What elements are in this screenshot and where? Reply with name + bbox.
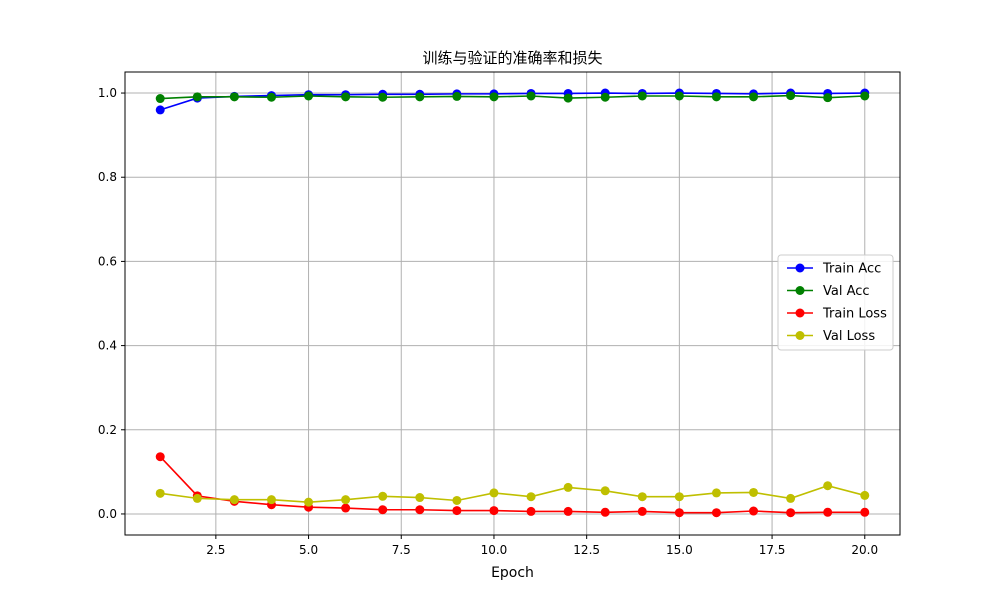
- x-tick-label: 7.5: [392, 543, 411, 557]
- data-point-val-loss: [266, 495, 276, 505]
- legend-swatch-marker: [795, 331, 805, 340]
- x-tick-label: 17.5: [759, 543, 786, 557]
- data-point-train-loss: [489, 506, 499, 516]
- legend-item-val-acc: Val Acc: [787, 284, 870, 299]
- data-point-val-acc: [600, 92, 610, 102]
- data-point-val-loss: [823, 481, 833, 491]
- legend-box: [777, 254, 894, 351]
- data-point-train-loss: [674, 508, 684, 518]
- series-train-loss: [155, 452, 870, 518]
- data-point-val-acc: [378, 92, 388, 102]
- data-point-train-loss: [823, 507, 833, 517]
- data-point-val-acc: [229, 92, 239, 102]
- y-tick-label: 0.8: [98, 170, 117, 184]
- series-line-val-acc: [160, 94, 865, 100]
- series-layer: [155, 88, 870, 518]
- data-point-val-loss: [711, 488, 721, 498]
- legend-item-val-loss: Val Loss: [787, 329, 875, 344]
- y-tick-label: 0.4: [98, 339, 117, 353]
- data-point-train-loss: [526, 506, 536, 516]
- data-point-val-loss: [229, 495, 239, 505]
- y-tick-label: 0.2: [98, 423, 117, 437]
- series-line-train-acc: [159, 92, 865, 111]
- series-line-val-loss: [160, 484, 865, 503]
- data-point-train-loss: [711, 508, 721, 518]
- chart-title: 训练与验证的准确率和损失: [422, 49, 602, 67]
- data-point-train-loss: [637, 506, 647, 516]
- legend-label: Val Acc: [823, 284, 870, 299]
- y-tick-label: 1.0: [98, 86, 117, 100]
- data-point-val-acc: [860, 91, 870, 101]
- data-point-train-loss: [563, 506, 573, 516]
- series-val-acc: [155, 91, 870, 104]
- series-line-train-loss: [159, 456, 865, 514]
- data-point-val-loss: [600, 486, 610, 496]
- data-point-val-acc: [563, 93, 573, 103]
- data-point-val-loss: [563, 482, 573, 492]
- legend-item-train-acc: Train Acc: [787, 262, 881, 277]
- legend-label: Train Loss: [822, 307, 887, 322]
- legend-label: Train Acc: [822, 262, 881, 277]
- data-point-val-acc: [526, 91, 536, 101]
- x-tick-label: 2.5: [206, 543, 225, 557]
- data-point-train-loss: [786, 508, 796, 518]
- data-point-val-acc: [489, 92, 499, 102]
- data-point-train-loss: [415, 505, 425, 515]
- legend-swatch-marker: [795, 286, 805, 295]
- data-point-val-acc: [823, 93, 833, 103]
- ticks-layer: 2.5 5.0 7.5 10.0 12.5 15.0 17.5 20.0 0.0 0.2 0.4 0.…: [98, 86, 878, 557]
- data-point-val-acc: [637, 91, 647, 101]
- data-point-val-loss: [452, 495, 462, 505]
- data-point-val-acc: [266, 92, 276, 102]
- y-tick-label: 0.6: [98, 254, 117, 268]
- data-point-val-loss: [489, 488, 499, 498]
- data-point-val-acc: [341, 92, 351, 102]
- data-point-val-acc: [711, 92, 721, 102]
- series-val-loss: [155, 481, 870, 507]
- data-point-train-loss: [749, 506, 759, 516]
- legend-label: Val Loss: [823, 329, 875, 344]
- legend: Train Acc Val Acc Train Loss Val Loss: [777, 254, 894, 351]
- data-point-val-acc: [786, 91, 796, 101]
- data-point-val-acc: [192, 92, 202, 102]
- x-tick-label: 5.0: [299, 543, 318, 557]
- x-tick-label: 12.5: [573, 543, 600, 557]
- data-point-val-loss: [192, 493, 202, 503]
- data-point-val-loss: [674, 492, 684, 502]
- data-point-val-loss: [786, 493, 796, 503]
- x-tick-label: 20.0: [851, 543, 878, 557]
- data-point-val-loss: [749, 487, 759, 497]
- data-point-train-acc: [155, 105, 165, 115]
- data-point-val-acc: [749, 92, 759, 102]
- data-point-train-loss: [341, 503, 351, 513]
- data-point-val-loss: [415, 493, 425, 503]
- data-point-val-acc: [304, 91, 314, 101]
- legend-swatch-marker: [795, 263, 805, 273]
- data-point-val-loss: [637, 492, 647, 502]
- data-point-val-loss: [378, 491, 388, 501]
- data-point-val-loss: [155, 488, 165, 498]
- data-point-train-loss: [600, 507, 610, 517]
- y-tick-label: 0.0: [98, 507, 117, 521]
- data-point-train-loss: [452, 506, 462, 516]
- legend-item-train-loss: Train Loss: [787, 307, 887, 322]
- data-point-val-acc: [415, 92, 425, 102]
- data-point-val-loss: [304, 497, 314, 507]
- data-point-val-acc: [674, 91, 684, 101]
- x-tick-label: 10.0: [481, 543, 508, 557]
- legend-swatch-marker: [795, 308, 805, 318]
- plot-frame: [124, 71, 901, 536]
- x-tick-label: 15.0: [666, 543, 693, 557]
- data-point-val-acc: [452, 91, 462, 101]
- data-point-train-loss: [155, 452, 165, 462]
- data-point-val-loss: [341, 495, 351, 505]
- x-axis-title: Epoch: [491, 565, 534, 581]
- data-point-val-loss: [526, 492, 536, 502]
- data-point-val-loss: [860, 490, 870, 500]
- data-point-val-acc: [155, 94, 165, 104]
- data-point-train-loss: [378, 505, 388, 515]
- data-point-train-loss: [860, 507, 870, 517]
